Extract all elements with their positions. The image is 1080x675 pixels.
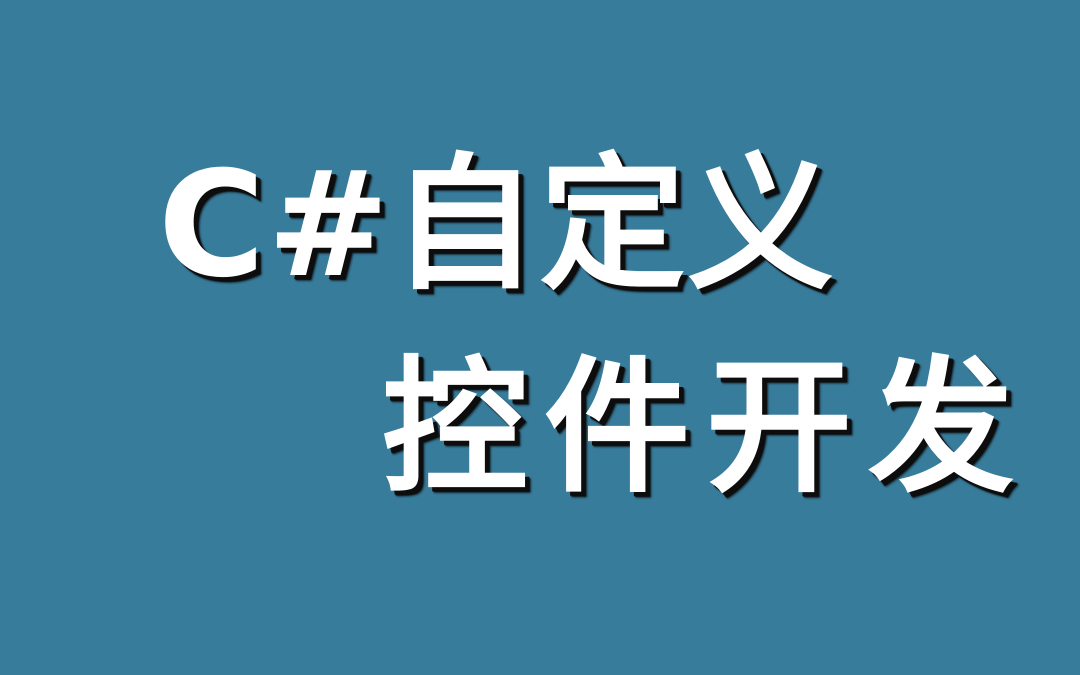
title-line-1: C#自定义 — [158, 140, 836, 310]
title-line-2: 控件开发 — [382, 343, 1030, 513]
